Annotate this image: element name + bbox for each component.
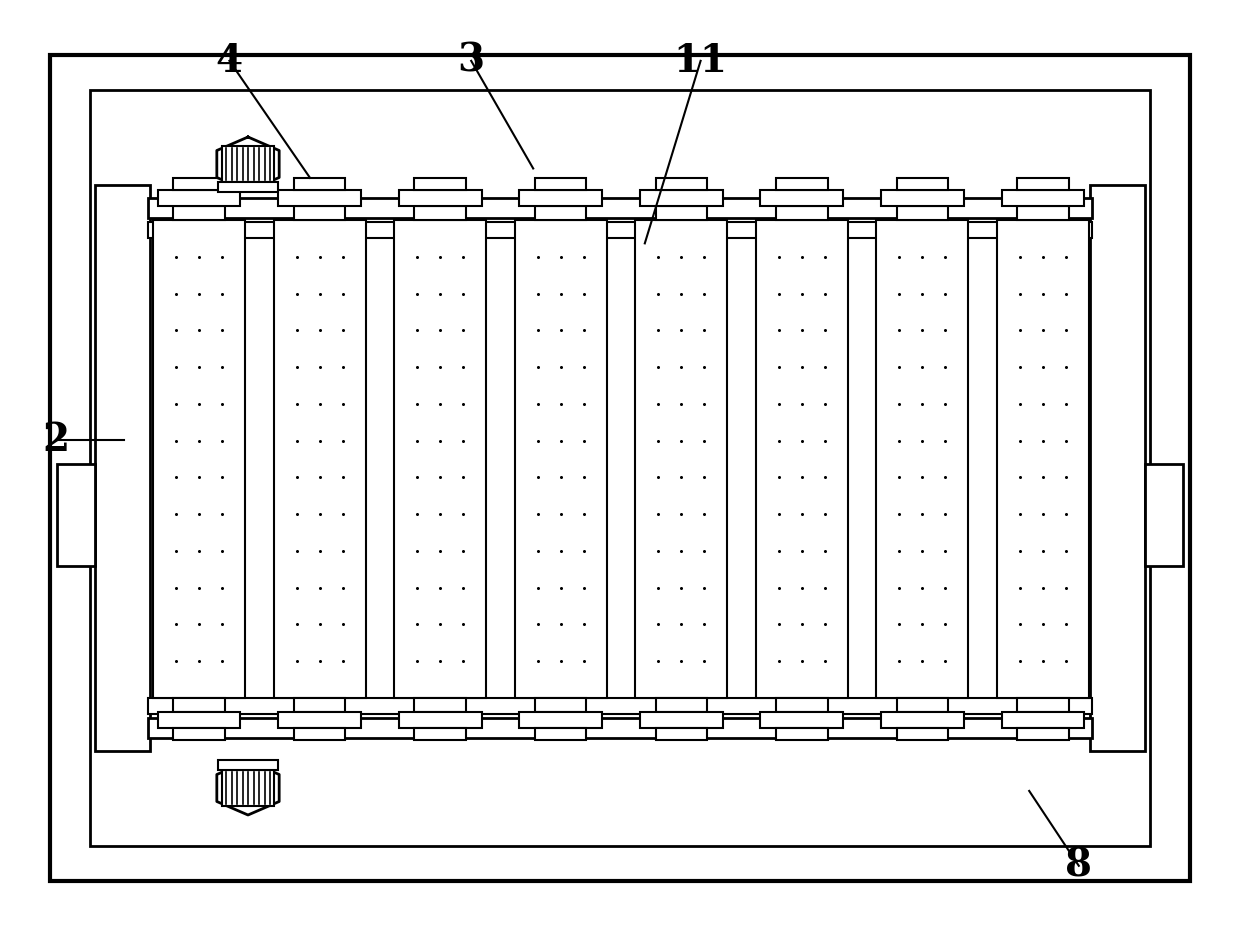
Bar <box>776 728 827 740</box>
Bar <box>1145 464 1183 566</box>
Bar <box>222 146 274 182</box>
Bar <box>174 728 224 740</box>
Bar <box>897 178 949 190</box>
Bar <box>1017 206 1069 220</box>
Bar <box>656 178 707 190</box>
Bar <box>414 178 466 190</box>
Text: 2: 2 <box>42 421 69 459</box>
Polygon shape <box>217 137 279 191</box>
Bar <box>520 712 603 728</box>
Bar <box>414 698 466 712</box>
Bar <box>760 712 843 728</box>
Bar <box>294 178 345 190</box>
Bar <box>174 206 224 220</box>
Bar <box>656 206 707 220</box>
Bar <box>394 220 486 698</box>
Bar <box>776 206 827 220</box>
Bar <box>294 728 345 740</box>
Bar <box>278 190 361 206</box>
Bar <box>148 198 1092 218</box>
Bar <box>776 178 827 190</box>
Bar <box>640 190 723 206</box>
Bar <box>534 728 587 740</box>
Bar <box>656 698 707 712</box>
Text: 8: 8 <box>1065 847 1092 885</box>
Text: 3: 3 <box>458 42 485 80</box>
Text: 4: 4 <box>216 42 243 80</box>
Bar <box>515 220 606 698</box>
Bar <box>278 712 361 728</box>
Bar <box>1002 190 1085 206</box>
Bar <box>534 206 587 220</box>
Bar <box>1017 698 1069 712</box>
Bar <box>776 698 827 712</box>
Bar <box>760 190 843 206</box>
Bar <box>997 220 1089 698</box>
Bar <box>91 90 1149 846</box>
Bar <box>520 190 603 206</box>
Bar <box>157 712 241 728</box>
Polygon shape <box>217 761 279 815</box>
Bar <box>882 712 963 728</box>
Bar <box>640 712 723 728</box>
Bar <box>148 718 1092 738</box>
Bar <box>218 182 278 192</box>
Bar <box>1090 185 1145 751</box>
Bar <box>1017 728 1069 740</box>
Bar <box>534 178 587 190</box>
Bar <box>157 190 241 206</box>
Bar <box>877 220 968 698</box>
Bar <box>656 728 707 740</box>
Text: 11: 11 <box>673 42 728 80</box>
Bar <box>222 770 274 806</box>
Bar <box>897 206 949 220</box>
Bar <box>148 698 1092 714</box>
Bar <box>95 185 150 751</box>
Bar <box>882 190 963 206</box>
Bar <box>50 55 1190 881</box>
Bar <box>57 464 95 566</box>
Bar <box>294 206 345 220</box>
Bar <box>153 220 246 698</box>
Bar <box>756 220 848 698</box>
Bar <box>1002 712 1085 728</box>
Bar <box>218 760 278 770</box>
Bar <box>399 712 481 728</box>
Bar <box>534 698 587 712</box>
Bar <box>414 206 466 220</box>
Bar <box>414 728 466 740</box>
Bar <box>294 698 345 712</box>
Bar <box>1017 178 1069 190</box>
Bar <box>148 222 1092 238</box>
Bar <box>897 698 949 712</box>
Bar <box>635 220 728 698</box>
Bar <box>174 178 224 190</box>
Bar <box>399 190 481 206</box>
Bar <box>274 220 366 698</box>
Bar <box>897 728 949 740</box>
Bar <box>174 698 224 712</box>
